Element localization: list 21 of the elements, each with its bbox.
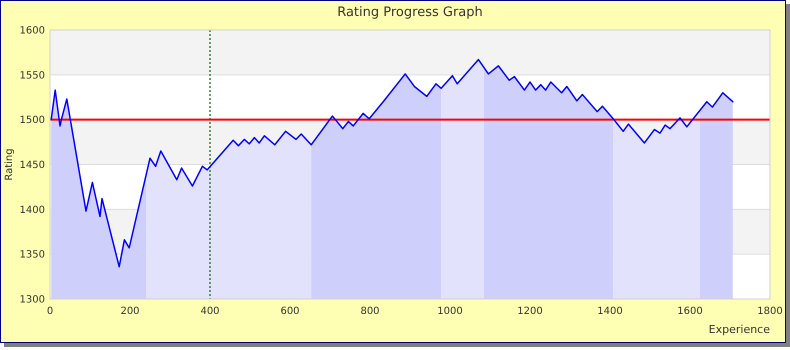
- y-tick-label: 1600: [20, 26, 45, 36]
- y-tick-label: 1350: [20, 250, 45, 261]
- x-tick-label: 1200: [517, 306, 543, 317]
- x-tick-label: 0: [46, 306, 54, 317]
- x-tick-label: 800: [360, 306, 380, 317]
- y-tick-label: 1300: [20, 294, 45, 306]
- x-tick-label: 600: [280, 306, 300, 317]
- y-tick-label: 1400: [20, 204, 45, 216]
- chart-title: Rating Progress Graph: [337, 5, 483, 20]
- x-tick-label: 400: [200, 306, 220, 317]
- x-tick-label: 200: [120, 306, 140, 317]
- y-axis-title: Rating: [4, 148, 15, 181]
- x-axis-title: Experience: [708, 323, 770, 336]
- x-tick-label: 1400: [597, 306, 623, 317]
- y-tick-label: 1500: [20, 115, 45, 126]
- y-tick-label: 1550: [20, 70, 45, 82]
- line-series: [50, 58, 734, 268]
- x-tick-label: 1000: [437, 306, 463, 317]
- y-tick-label: 1450: [20, 160, 45, 171]
- x-tick-label: 1800: [757, 306, 783, 317]
- x-tick-label: 1600: [677, 306, 703, 317]
